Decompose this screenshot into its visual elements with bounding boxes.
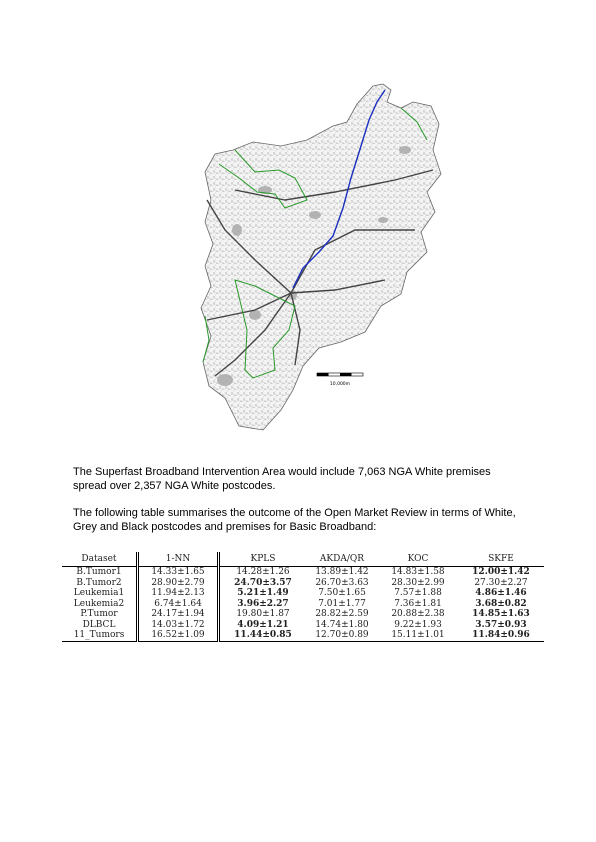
cell-akda-qr: 13.89±1.42	[315, 567, 369, 578]
cell-koc: 14.83±1.58	[391, 567, 445, 578]
map-landmass	[200, 83, 442, 431]
table-header-row: Dataset 1-NN KPLS AKDA/QR KOC SKFE	[62, 552, 544, 567]
scale-bar: 10,000m	[316, 372, 364, 387]
cell-koc: 20.88±2.38	[391, 609, 445, 620]
cell-kpls: 19.80±1.87	[217, 609, 306, 620]
header-koc: KOC	[378, 552, 458, 567]
cell-skfe: 11.84±0.96	[458, 630, 544, 642]
cell-kpls: 4.09±1.21	[217, 619, 306, 630]
cell-1nn: 14.03±1.72	[136, 619, 219, 630]
cell-1nn: 6.74±1.64	[136, 598, 219, 609]
cell-akda-qr: 14.74±1.80	[315, 619, 369, 630]
cell-akda-qr: 26.70±3.63	[315, 577, 369, 588]
area-map: 10,000m	[200, 83, 442, 431]
table-row: DLBCL 14.03±1.72 4.09±1.21 14.74±1.80 9.22±1…	[62, 619, 544, 630]
cell-akda-qr: 12.70±0.89	[306, 630, 378, 642]
cell-dataset: 11_Tumors	[62, 630, 138, 642]
table-row: Leukemia1 11.94±2.13 5.21±1.49 7.50±1.65 7.5…	[62, 588, 544, 599]
cell-koc: 7.36±1.81	[394, 598, 442, 609]
cell-1nn: 28.90±2.79	[136, 577, 219, 588]
cell-koc: 9.22±1.93	[394, 619, 442, 630]
cell-kpls: 5.21±1.49	[217, 588, 306, 599]
header-1nn: 1-NN	[136, 552, 219, 567]
cell-1nn: 11.94±2.13	[136, 588, 219, 599]
cell-kpls: 14.28±1.26	[217, 566, 306, 578]
cell-skfe: 3.57±0.93	[475, 619, 527, 630]
intervention-area-paragraph: The Superfast Broadband Intervention Are…	[73, 466, 491, 492]
cell-dataset: Leukemia1	[73, 588, 125, 599]
scale-label: 10,000m	[330, 381, 350, 387]
cell-skfe: 27.30±2.27	[474, 577, 528, 588]
cell-skfe: 12.00±1.42	[472, 567, 530, 578]
cell-dataset: B.Tumor2	[76, 577, 122, 588]
table-row: B.Tumor2 28.90±2.79 24.70±3.57 26.70±3.63 28…	[62, 577, 544, 588]
cell-koc: 15.11±1.01	[378, 630, 458, 642]
cell-dataset: P.Tumor	[80, 609, 118, 620]
cell-skfe: 4.86±1.46	[475, 588, 527, 599]
cell-akda-qr: 7.01±1.77	[318, 598, 366, 609]
table-row: Leukemia2 6.74±1.64 3.96±2.27 7.01±1.77 7.36…	[62, 598, 544, 609]
header-akda-qr: AKDA/QR	[306, 552, 378, 567]
cell-koc: 7.57±1.88	[394, 588, 442, 599]
cell-kpls: 11.44±0.85	[217, 630, 306, 642]
cell-kpls: 3.96±2.27	[217, 598, 306, 609]
table-row: P.Tumor 24.17±1.94 19.80±1.87 28.82±2.59 20.…	[62, 609, 544, 620]
open-market-review-paragraph: The following table summarises the outco…	[73, 507, 516, 533]
cell-dataset: DLBCL	[82, 619, 116, 630]
header-skfe: SKFE	[458, 552, 544, 567]
cell-skfe: 14.85±1.63	[472, 609, 530, 620]
header-dataset: Dataset	[62, 552, 138, 567]
header-kpls: KPLS	[217, 552, 306, 567]
table-row: 11_Tumors 16.52±1.09 11.44±0.85 12.70±0.89 1…	[62, 630, 544, 642]
cell-akda-qr: 28.82±2.59	[315, 609, 369, 620]
cell-dataset: B.Tumor1	[76, 567, 122, 578]
table-row: B.Tumor1 14.33±1.65 14.28±1.26 13.89±1.42 14…	[62, 566, 544, 578]
cell-koc: 28.30±2.99	[391, 577, 445, 588]
cell-skfe: 3.68±0.82	[475, 598, 527, 609]
cell-1nn: 24.17±1.94	[136, 609, 219, 620]
results-table: Dataset 1-NN KPLS AKDA/QR KOC SKFE B.Tum…	[62, 552, 544, 642]
cell-1nn: 14.33±1.65	[136, 566, 219, 578]
cell-akda-qr: 7.50±1.65	[318, 588, 366, 599]
cell-kpls: 24.70±3.57	[217, 577, 306, 588]
cell-1nn: 16.52±1.09	[136, 630, 219, 642]
cell-dataset: Leukemia2	[73, 598, 125, 609]
route-line	[292, 89, 386, 289]
